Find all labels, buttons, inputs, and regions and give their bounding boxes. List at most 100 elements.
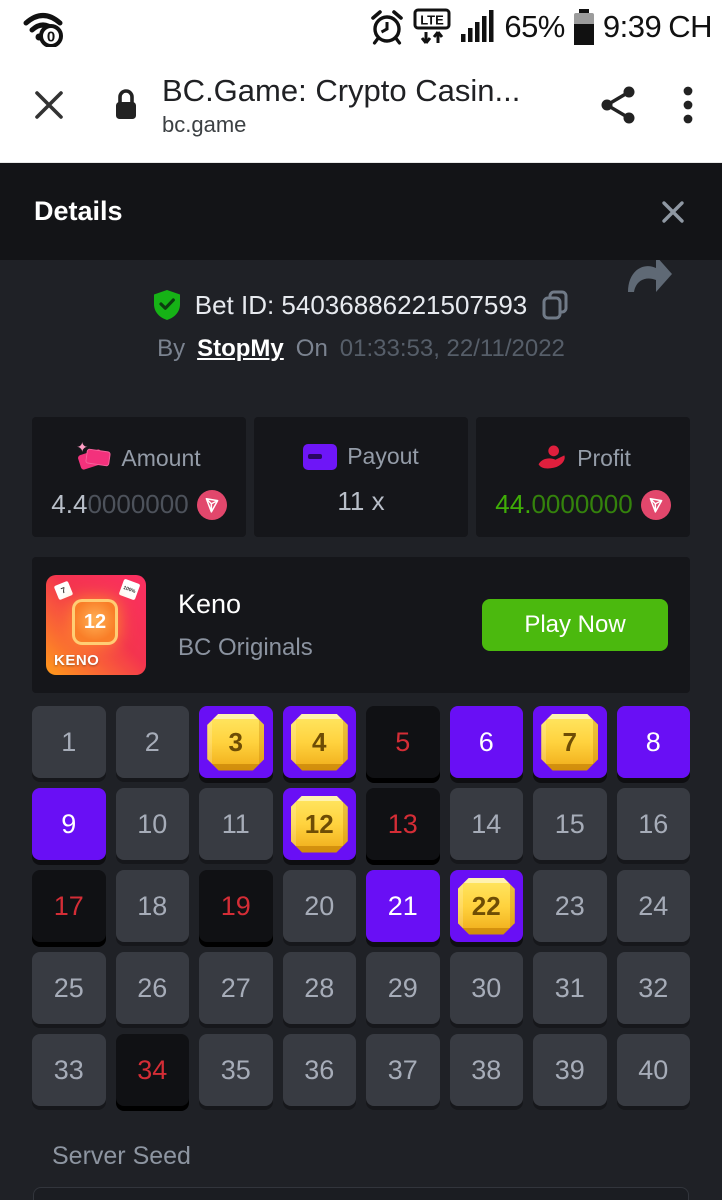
play-now-button[interactable]: Play Now <box>482 599 668 651</box>
keno-tile-38: 38 <box>449 1034 523 1106</box>
thumb-keno-label: KENO <box>54 652 100 669</box>
bet-id-text: Bet ID: 54036886221507593 <box>194 289 528 320</box>
payout-value: 11 x <box>337 486 385 516</box>
keno-tile-20: 20 <box>282 870 356 942</box>
gold-gem-icon: 3 <box>207 713 265 771</box>
keno-tile-24: 24 <box>616 870 690 942</box>
keno-tile-3: 3 <box>199 706 273 778</box>
profit-card: Profit 44.0000000 <box>476 417 690 537</box>
lock-icon[interactable] <box>110 85 142 125</box>
thumb-gem: 12 <box>72 599 118 645</box>
modal-close-icon[interactable] <box>658 197 688 227</box>
svg-text:LTE: LTE <box>421 13 445 28</box>
payout-card-icon <box>303 443 338 470</box>
keno-tile-35: 35 <box>199 1034 273 1106</box>
bet-user-link[interactable]: StopMy <box>197 335 284 362</box>
server-seed-label: Server Seed <box>52 1142 191 1170</box>
share-icon[interactable] <box>598 84 638 126</box>
gold-gem-icon: 4 <box>290 713 348 771</box>
server-seed-input[interactable] <box>33 1187 689 1200</box>
profit-hand-icon <box>535 443 567 473</box>
tron-coin-icon <box>196 489 227 520</box>
lte-icon: LTE <box>412 7 452 47</box>
keno-tile-26: 26 <box>115 952 189 1024</box>
signal-icon <box>459 8 497 46</box>
game-card: 7 100% 12 KENO Keno BC Originals Play No… <box>32 557 690 693</box>
close-tab-icon[interactable] <box>26 82 72 128</box>
keno-tile-36: 36 <box>282 1034 356 1106</box>
keno-tile-28: 28 <box>282 952 356 1024</box>
amount-value: 4.4 <box>51 489 88 519</box>
keno-game-thumbnail[interactable]: 7 100% 12 KENO <box>46 575 146 675</box>
keno-tile-32: 32 <box>616 952 690 1024</box>
browser-toolbar: BC.Game: Crypto Casin... bc.game <box>0 54 722 163</box>
page-title-block: BC.Game: Crypto Casin... bc.game <box>162 73 520 138</box>
verified-shield-icon <box>151 288 183 322</box>
gold-gem-icon: 7 <box>541 713 599 771</box>
keno-tile-4: 4 <box>282 706 356 778</box>
keno-tile-33: 33 <box>32 1034 106 1106</box>
keno-tile-10: 10 <box>115 788 189 860</box>
wifi-badge-zero: 0 <box>47 29 55 46</box>
keno-tile-30: 30 <box>449 952 523 1024</box>
forward-arrow-icon[interactable] <box>620 260 676 302</box>
amount-card: ✦ Amount 4.40000000 <box>32 417 246 537</box>
menu-icon[interactable] <box>682 84 694 126</box>
tron-coin-icon <box>640 489 671 520</box>
keno-tile-40: 40 <box>616 1034 690 1106</box>
status-bar: 0 LTE <box>0 0 722 54</box>
gold-gem-icon: 12 <box>290 795 348 853</box>
keno-tile-29: 29 <box>366 952 440 1024</box>
keno-tile-39: 39 <box>533 1034 607 1106</box>
modal-title: Details <box>34 196 123 226</box>
keno-tile-18: 18 <box>115 870 189 942</box>
bet-by-row: By StopMy On 01:33:53, 22/11/2022 <box>0 335 722 363</box>
amount-label: Amount <box>121 444 201 471</box>
keno-tile-17: 17 <box>32 870 106 942</box>
keno-tile-19: 19 <box>199 870 273 942</box>
keno-tile-23: 23 <box>533 870 607 942</box>
bet-timestamp: 01:33:53, 22/11/2022 <box>339 335 565 362</box>
keno-tile-34: 34 <box>115 1034 189 1106</box>
payout-card: Payout 11 x <box>254 417 468 537</box>
cash-icon: ✦ <box>76 439 112 473</box>
payout-label: Payout <box>347 443 419 469</box>
keno-tile-27: 27 <box>199 952 273 1024</box>
profit-label: Profit <box>577 444 631 471</box>
keno-tile-25: 25 <box>32 952 106 1024</box>
details-modal-header: Details <box>0 163 722 260</box>
keno-tile-22: 22 <box>449 870 523 942</box>
keno-tile-37: 37 <box>366 1034 440 1106</box>
keno-tile-13: 13 <box>366 788 440 860</box>
copy-icon[interactable] <box>539 288 571 322</box>
details-modal-body: Bet ID: 54036886221507593 By StopMy On 0… <box>0 260 722 1200</box>
clock-time: 9:39 <box>602 9 662 44</box>
on-label: On <box>295 335 328 362</box>
keno-tile-5: 5 <box>366 706 440 778</box>
thumb-tag: 100% <box>118 578 141 601</box>
network-label: CH <box>668 9 712 44</box>
keno-tile-2: 2 <box>115 706 189 778</box>
game-name: Keno <box>178 588 242 619</box>
battery-percent: 65% <box>504 9 565 44</box>
thumb-tag: 7 <box>53 580 74 601</box>
by-label: By <box>157 335 186 362</box>
keno-tile-1: 1 <box>32 706 106 778</box>
keno-tile-12: 12 <box>282 788 356 860</box>
keno-tile-11: 11 <box>199 788 273 860</box>
keno-tile-6: 6 <box>449 706 523 778</box>
keno-tile-15: 15 <box>533 788 607 860</box>
bet-id-row: Bet ID: 54036886221507593 <box>0 260 722 322</box>
gold-gem-icon: 22 <box>457 877 515 935</box>
keno-tile-21: 21 <box>366 870 440 942</box>
keno-tile-8: 8 <box>616 706 690 778</box>
keno-tile-14: 14 <box>449 788 523 860</box>
keno-tile-16: 16 <box>616 788 690 860</box>
keno-tile-31: 31 <box>533 952 607 1024</box>
profit-value: 44. <box>495 489 532 519</box>
page-title: BC.Game: Crypto Casin... <box>162 72 521 108</box>
wifi-icon: 0 <box>22 7 66 47</box>
game-provider: BC Originals <box>178 633 313 661</box>
bet-stats: ✦ Amount 4.40000000 Payout 11 x <box>32 417 690 537</box>
keno-grid: 1 2 3 4 5 6 7 8 9 10 11 12 13 14 15 16 17 18 19 20 21 22 23 24 2… <box>32 706 690 1106</box>
